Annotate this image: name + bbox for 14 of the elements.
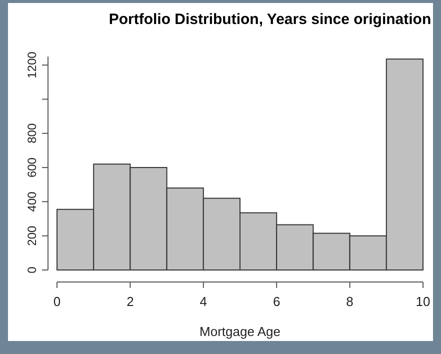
x-tick-label: 2 bbox=[126, 294, 134, 309]
y-tick-label: 600 bbox=[25, 157, 39, 178]
x-tick-label: 6 bbox=[272, 294, 280, 309]
y-tick-label: 200 bbox=[25, 226, 39, 246]
y-tick-label: 1200 bbox=[25, 51, 39, 78]
x-axis-title: Mortgage Age bbox=[200, 324, 280, 339]
x-tick-label: 4 bbox=[200, 294, 208, 309]
y-tick-label: 400 bbox=[25, 191, 39, 212]
x-tick-label: 0 bbox=[53, 294, 61, 309]
x-tick-label: 10 bbox=[416, 294, 430, 309]
y-tick-label: 800 bbox=[25, 123, 39, 144]
chart-title: Portfolio Distribution, Years since origination bbox=[108, 11, 432, 28]
x-tick-label: 8 bbox=[346, 294, 354, 309]
y-tick-label: 0 bbox=[25, 266, 39, 274]
